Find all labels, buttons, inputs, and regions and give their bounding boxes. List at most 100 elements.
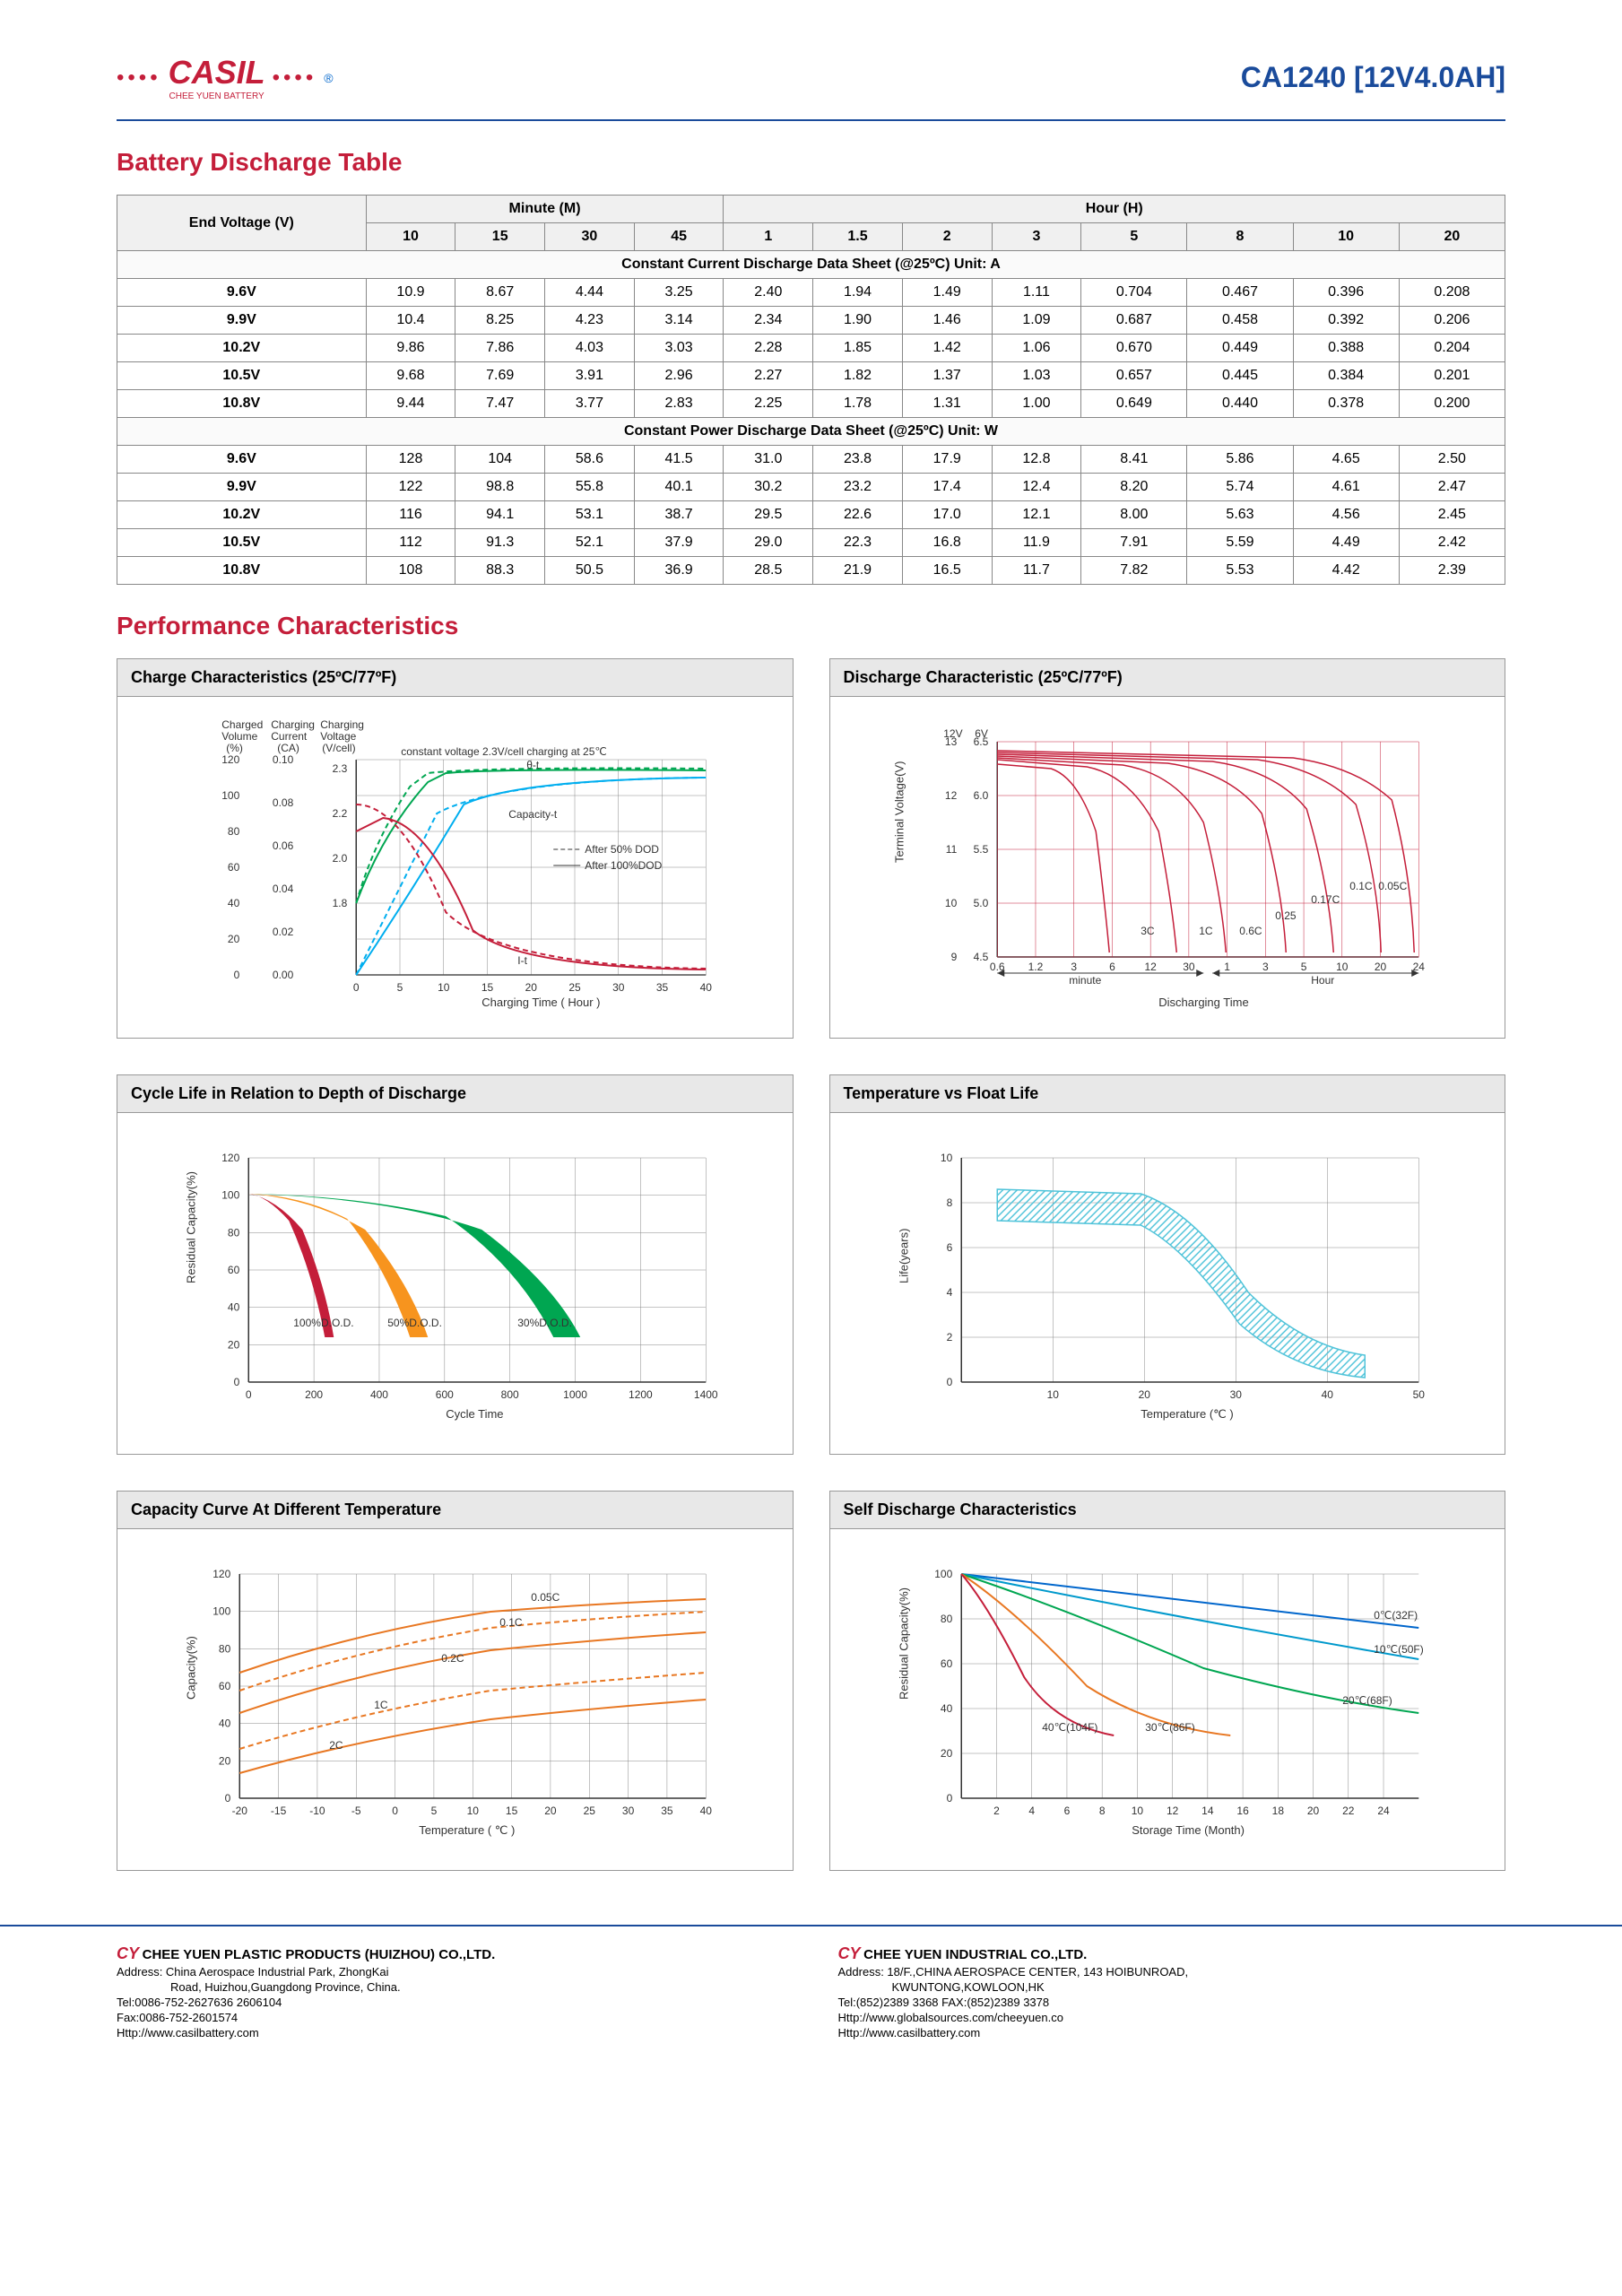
svg-text:1.2: 1.2 bbox=[1028, 961, 1043, 973]
svg-text:60: 60 bbox=[228, 1264, 240, 1276]
svg-text:0.17C: 0.17C bbox=[1311, 893, 1340, 906]
svg-text:40: 40 bbox=[1321, 1388, 1333, 1401]
svg-text:20: 20 bbox=[228, 1338, 240, 1351]
svg-text:1C: 1C bbox=[374, 1699, 388, 1711]
svg-text:5: 5 bbox=[1300, 961, 1306, 973]
svg-text:20: 20 bbox=[525, 981, 538, 994]
svg-text:10: 10 bbox=[1046, 1388, 1059, 1401]
svg-text:50%D.O.D.: 50%D.O.D. bbox=[387, 1317, 442, 1329]
svg-text:25: 25 bbox=[584, 1805, 596, 1817]
svg-text:120: 120 bbox=[221, 1152, 239, 1164]
svg-text:2: 2 bbox=[993, 1805, 1000, 1817]
svg-text:0℃(32F): 0℃(32F) bbox=[1374, 1609, 1418, 1622]
svg-text:3: 3 bbox=[1262, 961, 1268, 973]
svg-text:2.3: 2.3 bbox=[333, 762, 348, 775]
svg-text:0: 0 bbox=[353, 981, 360, 994]
svg-text:0.6C: 0.6C bbox=[1239, 925, 1262, 937]
svg-text:30: 30 bbox=[1183, 961, 1195, 973]
svg-text:100: 100 bbox=[934, 1568, 952, 1580]
svg-text:200: 200 bbox=[305, 1388, 323, 1401]
svg-text:2.0: 2.0 bbox=[333, 852, 348, 865]
svg-text:5.0: 5.0 bbox=[973, 897, 988, 909]
svg-text:1C: 1C bbox=[1199, 925, 1213, 937]
svg-text:Temperature ( ℃ ): Temperature ( ℃ ) bbox=[419, 1823, 515, 1837]
svg-text:0.05C: 0.05C bbox=[1378, 880, 1407, 892]
svg-text:30: 30 bbox=[622, 1805, 635, 1817]
svg-text:20: 20 bbox=[940, 1747, 952, 1760]
svg-text:6: 6 bbox=[946, 1241, 952, 1254]
svg-text:10: 10 bbox=[438, 981, 450, 994]
svg-text:Terminal Voltage(V): Terminal Voltage(V) bbox=[892, 761, 906, 863]
svg-text:Storage Time (Month): Storage Time (Month) bbox=[1132, 1823, 1245, 1837]
svg-text:10: 10 bbox=[1131, 1805, 1143, 1817]
svg-text:600: 600 bbox=[436, 1388, 454, 1401]
svg-text:24: 24 bbox=[1377, 1805, 1390, 1817]
svg-text:4.5: 4.5 bbox=[973, 951, 988, 963]
svg-text:10: 10 bbox=[467, 1805, 480, 1817]
svg-text:50: 50 bbox=[1412, 1388, 1425, 1401]
svg-text:10: 10 bbox=[944, 897, 957, 909]
svg-text:-20: -20 bbox=[232, 1805, 248, 1817]
svg-text:0.10: 0.10 bbox=[273, 753, 294, 766]
svg-text:0: 0 bbox=[246, 1388, 252, 1401]
charge-characteristics-chart: Charge Characteristics (25ºC/77ºF) Charg… bbox=[117, 658, 794, 1039]
svg-text:0.00: 0.00 bbox=[273, 969, 294, 981]
svg-text:-5: -5 bbox=[351, 1805, 361, 1817]
svg-text:40: 40 bbox=[228, 1301, 240, 1314]
discharge-table: End Voltage (V) Minute (M) Hour (H) 1015… bbox=[117, 195, 1505, 585]
svg-text:constant voltage 2.3V/cell cha: constant voltage 2.3V/cell charging at 2… bbox=[401, 745, 607, 758]
svg-text:40: 40 bbox=[228, 897, 240, 909]
svg-text:0.1C: 0.1C bbox=[499, 1616, 523, 1629]
svg-text:12: 12 bbox=[944, 789, 957, 802]
svg-text:Current: Current bbox=[271, 730, 308, 743]
svg-text:20: 20 bbox=[1306, 1805, 1319, 1817]
svg-text:800: 800 bbox=[501, 1388, 519, 1401]
svg-text:12: 12 bbox=[1144, 961, 1157, 973]
svg-text:Charging: Charging bbox=[320, 718, 364, 731]
svg-text:Temperature (℃ ): Temperature (℃ ) bbox=[1141, 1407, 1233, 1421]
svg-text:60: 60 bbox=[219, 1680, 231, 1692]
page-header: •••• CASIL CHEE YUEN BATTERY •••• ® CA12… bbox=[117, 54, 1505, 121]
svg-text:2.2: 2.2 bbox=[333, 807, 348, 820]
svg-text:12: 12 bbox=[1166, 1805, 1178, 1817]
svg-text:10: 10 bbox=[1336, 961, 1349, 973]
svg-text:Charged: Charged bbox=[221, 718, 263, 731]
svg-text:30℃(86F): 30℃(86F) bbox=[1145, 1721, 1195, 1734]
svg-text:80: 80 bbox=[228, 1226, 240, 1239]
svg-text:Residual Capacity(%): Residual Capacity(%) bbox=[184, 1171, 197, 1283]
svg-text:(CA): (CA) bbox=[277, 742, 299, 754]
svg-text:Discharging Time: Discharging Time bbox=[1158, 996, 1248, 1009]
svg-text:After 50% DOD: After 50% DOD bbox=[585, 843, 659, 856]
svg-text:Capacity(%): Capacity(%) bbox=[184, 1636, 197, 1700]
svg-text:5: 5 bbox=[397, 981, 403, 994]
svg-text:40: 40 bbox=[219, 1718, 231, 1730]
svg-text:Life(years): Life(years) bbox=[897, 1229, 910, 1283]
svg-text:0.05C: 0.05C bbox=[531, 1591, 559, 1604]
svg-text:θ-t: θ-t bbox=[526, 759, 540, 771]
svg-text:40℃(104F): 40℃(104F) bbox=[1042, 1721, 1097, 1734]
svg-text:0: 0 bbox=[946, 1792, 952, 1805]
page-footer: CY CHEE YUEN PLASTIC PRODUCTS (HUIZHOU) … bbox=[0, 1925, 1622, 2059]
svg-text:8: 8 bbox=[946, 1196, 952, 1209]
svg-text:minute: minute bbox=[1069, 974, 1101, 987]
svg-text:4: 4 bbox=[1028, 1805, 1035, 1817]
svg-text:6.5: 6.5 bbox=[973, 735, 988, 748]
svg-text:6: 6 bbox=[1109, 961, 1115, 973]
svg-text:20: 20 bbox=[544, 1805, 557, 1817]
svg-text:40: 40 bbox=[700, 981, 713, 994]
svg-text:35: 35 bbox=[661, 1805, 673, 1817]
svg-text:Cycle Time: Cycle Time bbox=[446, 1407, 503, 1421]
svg-text:40: 40 bbox=[700, 1805, 713, 1817]
svg-text:5: 5 bbox=[431, 1805, 438, 1817]
svg-text:60: 60 bbox=[228, 861, 240, 874]
svg-text:15: 15 bbox=[506, 1805, 518, 1817]
svg-text:100: 100 bbox=[213, 1605, 230, 1618]
svg-text:25: 25 bbox=[568, 981, 581, 994]
svg-text:10: 10 bbox=[940, 1152, 952, 1164]
svg-text:1400: 1400 bbox=[694, 1388, 718, 1401]
svg-text:0.25: 0.25 bbox=[1275, 909, 1297, 922]
svg-text:20: 20 bbox=[1374, 961, 1386, 973]
svg-text:100: 100 bbox=[221, 789, 239, 802]
svg-text:1: 1 bbox=[1224, 961, 1230, 973]
svg-text:1200: 1200 bbox=[629, 1388, 653, 1401]
